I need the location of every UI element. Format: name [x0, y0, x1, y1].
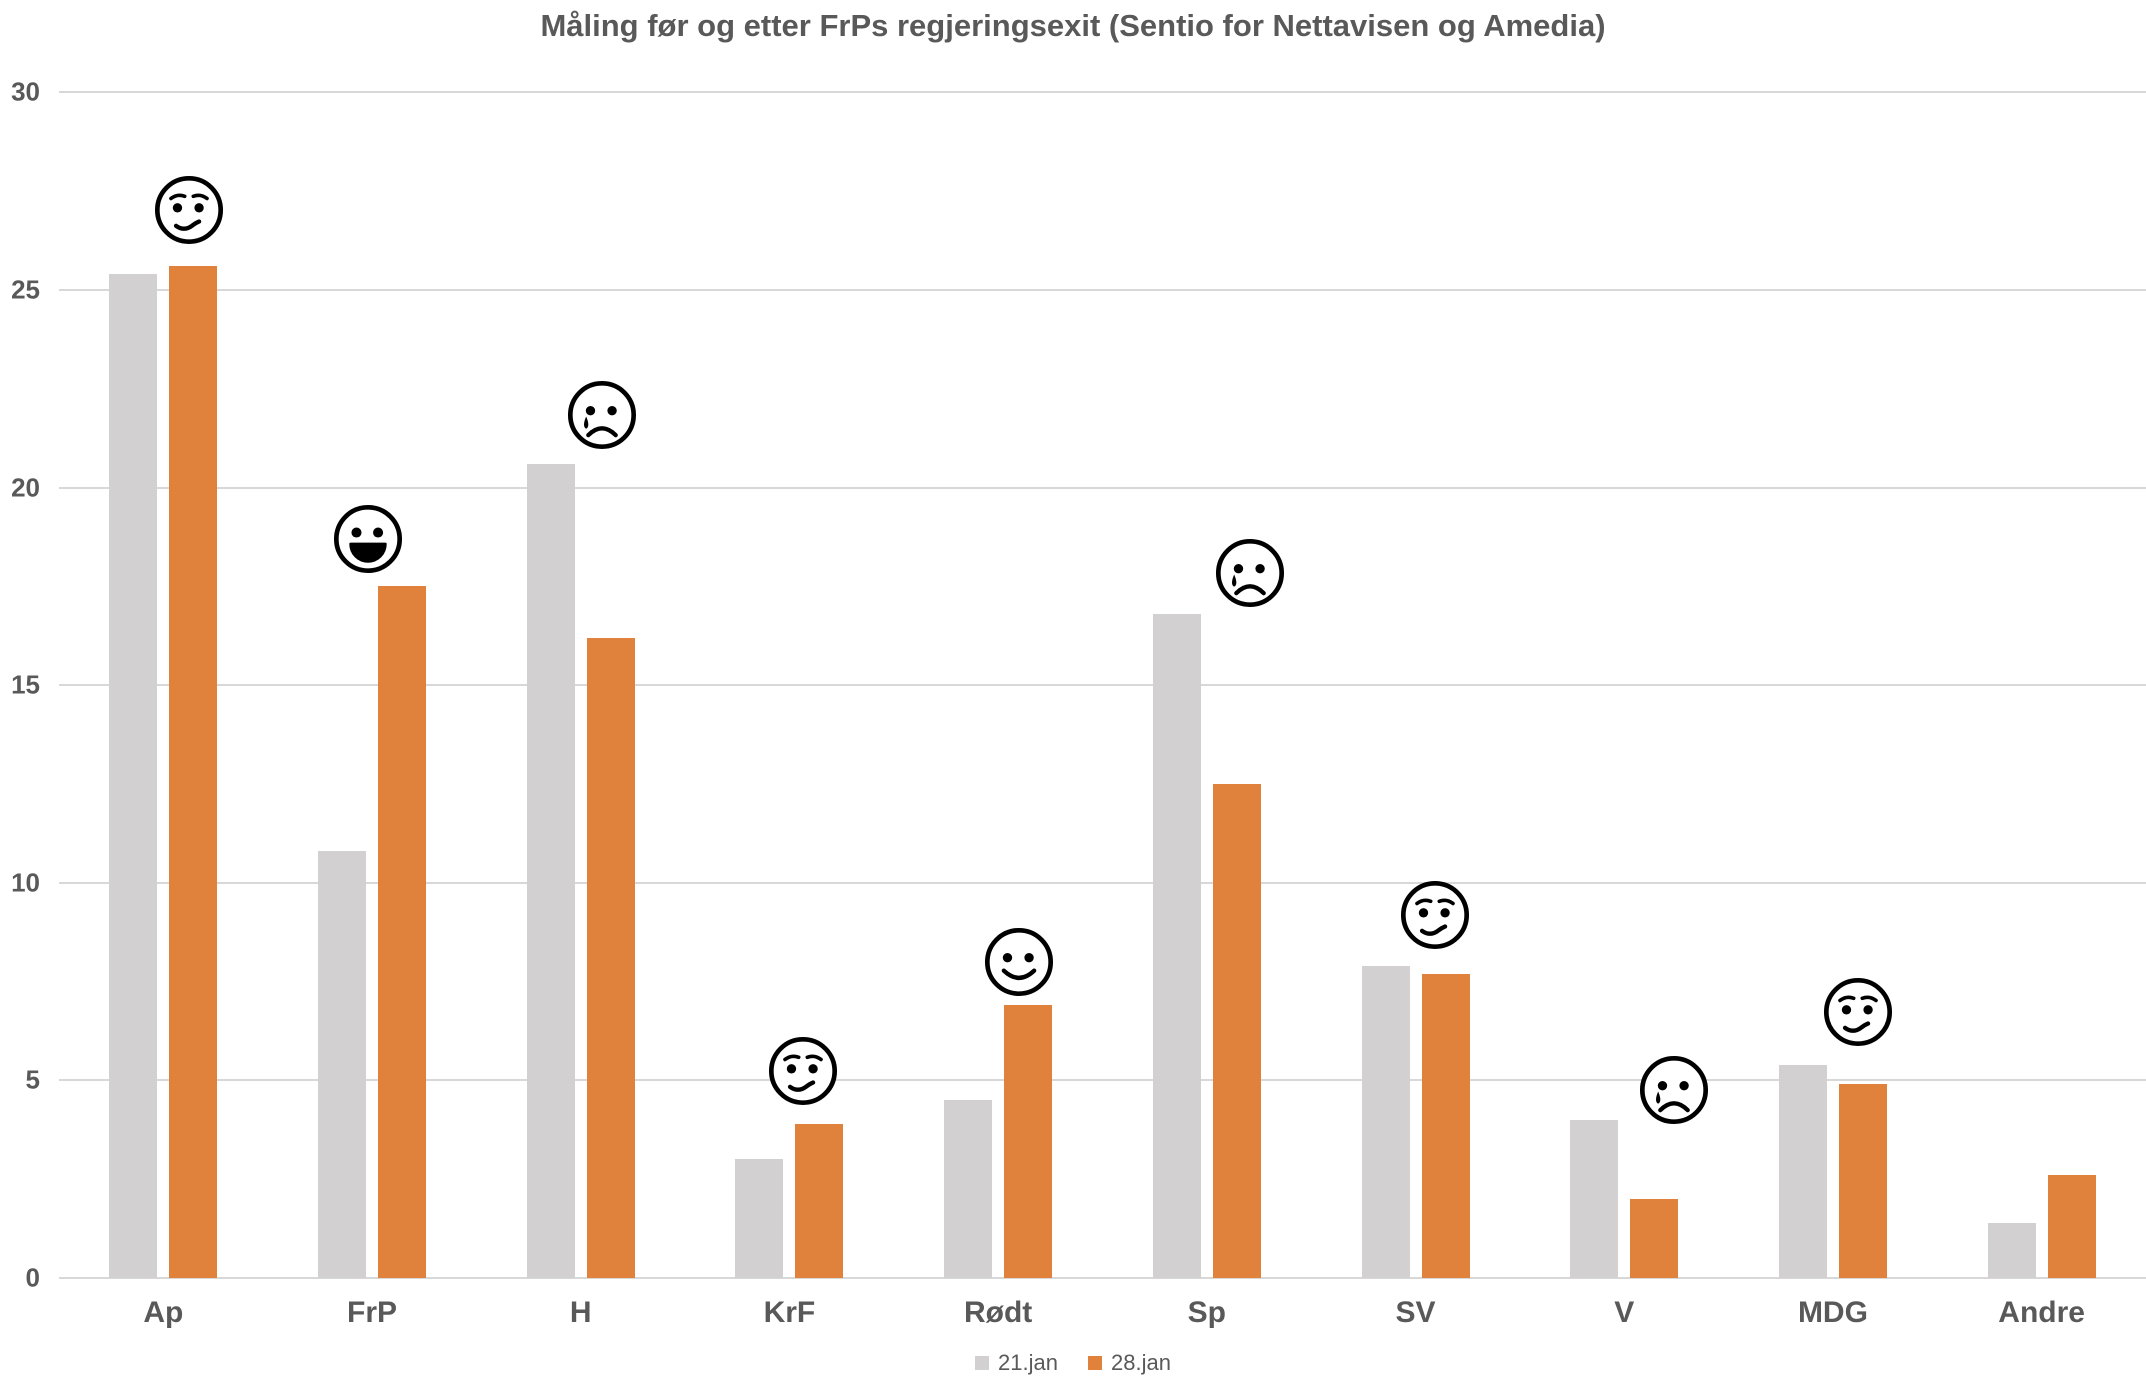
gridline-y25	[59, 289, 2146, 291]
y-axis-tick-20: 20	[11, 472, 40, 503]
crying-face-icon	[1638, 1054, 1710, 1126]
legend-label-21jan: 21.jan	[998, 1350, 1058, 1375]
bar-28-jan-andre	[2047, 1175, 2096, 1278]
grinning-face-icon	[332, 503, 404, 575]
legend: 21.jan 28.jan	[0, 1350, 2146, 1376]
bar-28-jan-krf	[795, 1123, 844, 1278]
category-label-h: H	[569, 1296, 592, 1329]
chart-title: Måling før og etter FrPs regjeringsexit …	[540, 8, 1606, 43]
y-axis-tick-0: 0	[25, 1262, 40, 1293]
smiling-face-icon	[983, 926, 1055, 998]
bar-21-jan-sp	[1152, 614, 1201, 1278]
unsure-face-icon	[153, 174, 225, 246]
bar-21-jan-mdg	[1778, 1064, 1827, 1278]
gridline-y5	[59, 1079, 2146, 1082]
bar-21-jan-andre	[1987, 1222, 2036, 1278]
gridline-y20	[59, 486, 2146, 489]
crying-face-icon	[1214, 537, 1286, 609]
bar-28-jan-sv	[1421, 973, 1470, 1278]
legend-item-28jan: 28.jan	[1088, 1350, 1171, 1376]
category-label-sv: SV	[1395, 1296, 1436, 1329]
legend-item-21jan: 21.jan	[975, 1350, 1058, 1376]
bar-28-jan-rodt	[1004, 1005, 1053, 1278]
category-label-andre: Andre	[1998, 1296, 2085, 1329]
bar-28-jan-frp	[378, 586, 427, 1278]
legend-swatch-21jan-icon	[975, 1356, 990, 1370]
y-axis-tick-10: 10	[11, 867, 40, 898]
y-axis-tick-25: 25	[11, 274, 40, 305]
bar-21-jan-frp	[318, 851, 367, 1278]
legend-label-28jan: 28.jan	[1111, 1350, 1171, 1375]
unsure-face-icon	[1399, 879, 1471, 951]
bar-21-jan-rodt	[944, 1100, 993, 1278]
gridline-y30	[59, 91, 2146, 94]
bar-21-jan-krf	[735, 1159, 784, 1278]
category-label-sp: Sp	[1187, 1296, 1227, 1329]
bar-21-jan-ap	[109, 274, 158, 1278]
bar-28-jan-mdg	[1838, 1084, 1887, 1278]
bar-28-jan-ap	[169, 266, 218, 1278]
legend-swatch-28jan-icon	[1088, 1356, 1102, 1370]
bar-28-jan-sp	[1212, 784, 1261, 1278]
gridline-y15	[59, 684, 2146, 687]
unsure-face-icon	[1822, 976, 1894, 1048]
bar-21-jan-h	[526, 463, 575, 1278]
category-label-mdg: MDG	[1797, 1296, 1868, 1329]
category-label-ap: Ap	[143, 1296, 184, 1329]
y-axis-tick-5: 5	[25, 1064, 40, 1095]
crying-face-icon	[566, 379, 638, 451]
gridline-y10	[59, 881, 2146, 884]
y-axis-tick-30: 30	[11, 76, 40, 107]
y-axis-tick-15: 15	[11, 669, 40, 700]
bar-21-jan-sv	[1361, 965, 1410, 1278]
category-label-v: V	[1614, 1296, 1635, 1329]
unsure-face-icon	[767, 1035, 839, 1107]
gridline-y0	[59, 1277, 2146, 1279]
category-label-frp: FrP	[347, 1296, 398, 1329]
bar-28-jan-v	[1630, 1198, 1679, 1278]
bar-28-jan-h	[586, 637, 635, 1278]
category-label-rodt: Rødt	[963, 1296, 1033, 1329]
category-label-krf: KrF	[763, 1296, 816, 1329]
bar-21-jan-v	[1570, 1119, 1619, 1278]
